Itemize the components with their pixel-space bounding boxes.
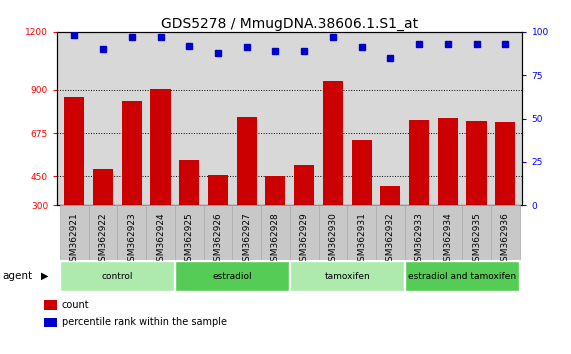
Bar bbox=[232, 205, 261, 260]
Text: control: control bbox=[102, 272, 133, 281]
Text: count: count bbox=[62, 300, 90, 310]
Text: GSM362936: GSM362936 bbox=[501, 212, 510, 267]
Text: estradiol: estradiol bbox=[212, 272, 252, 281]
Bar bbox=[60, 261, 174, 291]
Bar bbox=[93, 169, 113, 205]
Bar bbox=[118, 205, 146, 260]
Bar bbox=[122, 101, 142, 205]
Text: GSM362929: GSM362929 bbox=[300, 212, 309, 267]
Bar bbox=[289, 261, 404, 291]
Text: GSM362935: GSM362935 bbox=[472, 212, 481, 267]
Text: GSM362922: GSM362922 bbox=[99, 212, 107, 267]
Bar bbox=[409, 120, 429, 205]
Bar bbox=[347, 205, 376, 260]
Bar bbox=[495, 122, 515, 205]
Bar bbox=[380, 186, 400, 205]
Bar bbox=[433, 205, 462, 260]
Text: GSM362927: GSM362927 bbox=[242, 212, 251, 267]
Bar bbox=[175, 261, 289, 291]
Bar bbox=[175, 205, 204, 260]
Bar bbox=[376, 205, 405, 260]
Bar bbox=[467, 120, 486, 205]
Bar bbox=[261, 205, 289, 260]
Text: GSM362925: GSM362925 bbox=[185, 212, 194, 267]
Bar bbox=[208, 176, 228, 205]
Bar bbox=[151, 89, 171, 205]
Bar bbox=[405, 261, 519, 291]
Bar bbox=[146, 205, 175, 260]
Text: GSM362926: GSM362926 bbox=[214, 212, 223, 267]
Bar bbox=[438, 118, 458, 205]
Bar bbox=[266, 176, 286, 205]
Bar bbox=[491, 205, 520, 260]
Text: agent: agent bbox=[3, 271, 33, 281]
Text: GSM362924: GSM362924 bbox=[156, 212, 165, 267]
Text: GSM362931: GSM362931 bbox=[357, 212, 366, 267]
Bar bbox=[319, 205, 347, 260]
Text: GSM362932: GSM362932 bbox=[386, 212, 395, 267]
Bar bbox=[352, 140, 372, 205]
Bar bbox=[294, 165, 314, 205]
Text: GSM362921: GSM362921 bbox=[70, 212, 79, 267]
Text: GSM362923: GSM362923 bbox=[127, 212, 136, 267]
Bar bbox=[179, 160, 199, 205]
Text: GSM362933: GSM362933 bbox=[415, 212, 424, 267]
Bar bbox=[289, 205, 319, 260]
Bar bbox=[462, 205, 491, 260]
Text: percentile rank within the sample: percentile rank within the sample bbox=[62, 318, 227, 327]
Text: GSM362934: GSM362934 bbox=[443, 212, 452, 267]
Bar bbox=[405, 205, 433, 260]
Bar bbox=[236, 117, 257, 205]
Title: GDS5278 / MmugDNA.38606.1.S1_at: GDS5278 / MmugDNA.38606.1.S1_at bbox=[161, 17, 419, 31]
Bar bbox=[44, 300, 57, 310]
Text: GSM362930: GSM362930 bbox=[328, 212, 337, 267]
Text: ▶: ▶ bbox=[41, 271, 49, 281]
Bar bbox=[44, 318, 57, 327]
Text: estradiol and tamoxifen: estradiol and tamoxifen bbox=[408, 272, 516, 281]
Bar bbox=[89, 205, 118, 260]
Bar bbox=[65, 97, 85, 205]
Bar bbox=[323, 81, 343, 205]
Text: tamoxifen: tamoxifen bbox=[324, 272, 370, 281]
Bar bbox=[204, 205, 232, 260]
Text: GSM362928: GSM362928 bbox=[271, 212, 280, 267]
Bar bbox=[60, 205, 89, 260]
